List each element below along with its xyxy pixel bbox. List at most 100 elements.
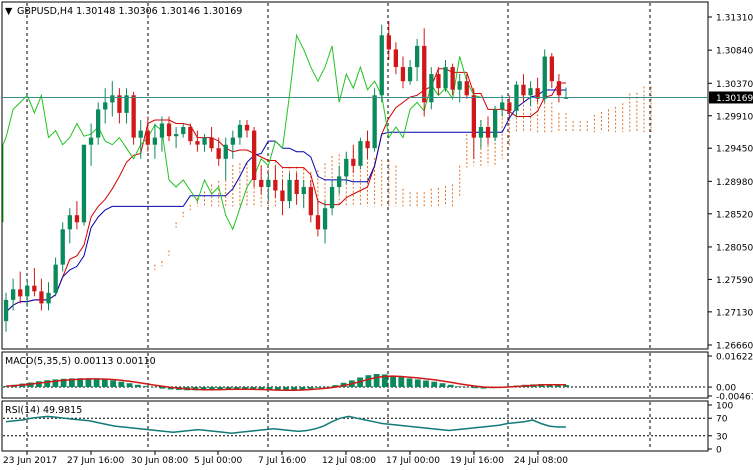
candle-body — [507, 102, 512, 111]
main-title: GBPUSD,H4 1.30148 1.30306 1.30146 1.3016… — [17, 6, 242, 17]
candle — [493, 105, 498, 142]
candle — [3, 292, 9, 332]
candle — [400, 56, 406, 89]
candle — [159, 116, 165, 152]
candle-body — [407, 67, 413, 82]
candle — [60, 222, 65, 272]
candle-body — [252, 130, 257, 180]
candle-body — [450, 67, 455, 90]
candle-body — [152, 137, 157, 145]
candle — [344, 151, 349, 184]
candle — [379, 24, 384, 103]
main-panel-frame — [1, 1, 709, 350]
candle-body — [237, 124, 243, 138]
candle-body — [528, 88, 533, 96]
macd-tick-label: -0.00467 — [716, 393, 753, 403]
rsi-tick-label: 100 — [716, 402, 733, 412]
candle — [230, 130, 235, 159]
candle-body — [337, 176, 342, 187]
time-tick-label: 12 Jul 08:00 — [322, 456, 376, 466]
candle-body — [549, 56, 554, 82]
candle — [542, 49, 547, 103]
price-tick-label: 1.29450 — [716, 145, 753, 155]
time-tick-label: 7 Jul 16:00 — [258, 456, 307, 466]
candle — [507, 95, 512, 117]
candle-body — [244, 124, 250, 131]
candlestick-series — [3, 21, 569, 332]
candle-body — [209, 137, 214, 149]
candle — [152, 123, 157, 159]
candle-body — [500, 102, 505, 110]
candle-body — [443, 67, 448, 89]
candle-body — [393, 49, 398, 67]
rsi-tick-label: 70 — [716, 415, 728, 425]
candle-body — [294, 179, 299, 194]
candle-body — [60, 229, 65, 265]
candle-body — [457, 81, 462, 90]
candle — [500, 95, 505, 117]
candle-body — [181, 127, 186, 135]
candle — [216, 137, 221, 166]
price-tick-label: 1.26660 — [716, 342, 753, 352]
time-axis: 23 Jun 2017 27 Jun 16:00 30 Jun 08:00 5 Jul… — [3, 451, 568, 466]
candle — [563, 87, 569, 99]
candle — [308, 179, 313, 223]
candle-body — [124, 95, 129, 113]
candle — [322, 201, 328, 244]
candle-body — [521, 84, 526, 96]
candle-body — [11, 289, 16, 300]
time-tick-label: 19 Jul 16:00 — [450, 456, 504, 466]
candle — [266, 172, 271, 202]
vertical-grid — [26, 3, 651, 450]
rsi-tick-label: 0 — [716, 446, 722, 456]
candle — [315, 201, 321, 237]
candle-body — [556, 81, 562, 96]
candle-body — [202, 137, 207, 145]
time-tick-label: 23 Jun 2017 — [3, 456, 57, 466]
candle — [53, 257, 58, 297]
candle-body — [188, 127, 193, 142]
candle-body — [266, 179, 271, 187]
rsi-panel-frame — [1, 400, 709, 452]
candle-body — [415, 45, 420, 68]
current-price-box — [709, 91, 753, 104]
candle — [11, 278, 16, 311]
macd-series: 0.01622 0.00-0.00467 — [3, 353, 753, 403]
candle — [365, 130, 370, 159]
chart-menu-icon[interactable]: ▼ — [5, 6, 13, 17]
candle-body — [166, 123, 172, 137]
candle-body — [117, 95, 122, 113]
candle-body — [39, 291, 44, 304]
candle-body — [81, 144, 87, 223]
candle — [131, 91, 136, 145]
price-tick-label: 1.29910 — [716, 112, 753, 122]
candle — [535, 77, 540, 103]
candle — [110, 81, 115, 117]
time-tick-label: 17 Jul 00:00 — [386, 456, 440, 466]
candle — [81, 144, 87, 226]
chikou-line — [2, 33, 482, 231]
candle — [351, 144, 356, 173]
candle — [358, 137, 363, 170]
candle — [280, 179, 285, 216]
candle — [287, 172, 292, 209]
candle — [138, 120, 143, 159]
candle-body — [74, 215, 80, 223]
candle-body — [67, 215, 72, 230]
candle — [103, 88, 108, 124]
time-tick-label: 30 Jun 08:00 — [131, 456, 188, 466]
time-tick-label: 5 Jul 00:00 — [194, 456, 243, 466]
price-tick-label: 1.30370 — [716, 80, 753, 90]
candle — [174, 127, 179, 149]
rsi-tick-label: 30 — [716, 432, 728, 442]
candle — [39, 278, 44, 311]
candle — [549, 53, 554, 89]
candle — [436, 67, 441, 96]
candle-body — [195, 141, 200, 145]
candle-body — [230, 137, 235, 145]
macd-panel-frame — [1, 351, 709, 399]
candle — [471, 88, 476, 159]
candle — [464, 74, 469, 99]
candle — [181, 123, 186, 138]
candle-body — [287, 179, 292, 202]
